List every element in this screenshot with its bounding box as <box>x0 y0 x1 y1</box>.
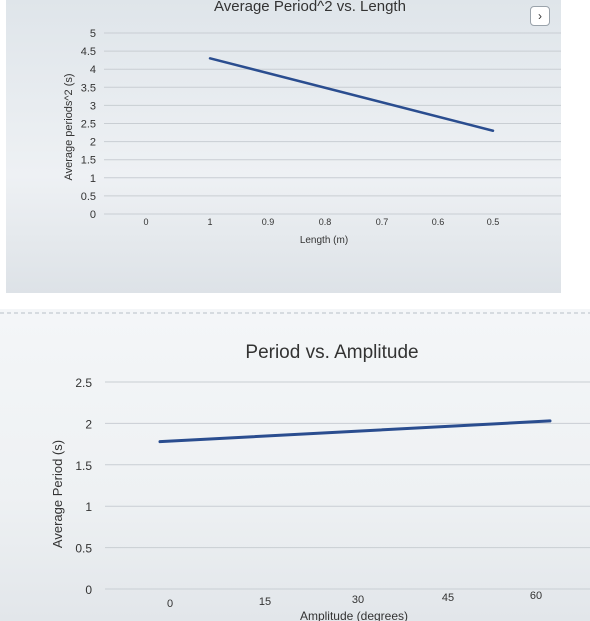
x-tick-label: 30 <box>352 594 364 606</box>
y-tick-label: 5 <box>90 28 96 40</box>
chart-title: Average Period^2 vs. Length <box>214 0 406 15</box>
x-tick-label: 15 <box>259 596 271 608</box>
x-tick-label: 45 <box>442 592 454 604</box>
y-tick-label: 0 <box>85 583 92 597</box>
y-axis-title: Average periods^2 (s) <box>63 73 75 180</box>
x-tick-label: 0.6 <box>432 217 445 227</box>
y-tick-label: 1.5 <box>81 155 96 167</box>
y-tick-label: 4 <box>90 64 96 76</box>
y-axis-title: Average Period (s) <box>50 440 65 548</box>
x-tick-label: 0 <box>143 217 148 227</box>
chart-photo-period-squared: 0 0.5 1 1.5 2 2.5 3 3.5 4 4.5 5 0 1 0.9 0.8 0.7 0.6 0.5 Av… <box>6 0 561 293</box>
y-tick-label: 3.5 <box>81 82 96 94</box>
x-tick-label: 0.7 <box>376 217 389 227</box>
x-axis-title: Amplitude (degrees) <box>300 609 408 621</box>
y-tick-label: 1 <box>85 500 92 514</box>
y-tick-label: 2.5 <box>75 376 92 390</box>
series-line <box>208 57 495 132</box>
y-tick-label: 0 <box>90 209 96 221</box>
x-tick-label: 0.8 <box>319 217 332 227</box>
x-axis-title: Length (m) <box>300 235 348 246</box>
x-tick-label: 0.5 <box>487 217 500 227</box>
chevron-right-icon[interactable]: › <box>530 6 550 26</box>
y-tick-label: 0.5 <box>81 191 96 203</box>
x-tick-label: 1 <box>207 217 212 227</box>
y-tick-label: 2 <box>85 417 92 431</box>
x-tick-label: 0.9 <box>262 217 275 227</box>
series-line <box>158 419 552 444</box>
chart-photo-period-amplitude: 0 0.5 1 1.5 2 2.5 0 15 30 45 60 Period vs. Amplitud… <box>0 309 590 621</box>
y-tick-label: 1 <box>90 173 96 185</box>
y-tick-label: 3 <box>90 100 96 112</box>
y-tick-label: 4.5 <box>81 46 96 58</box>
y-tick-label: 2.5 <box>81 119 96 131</box>
x-tick-label: 0 <box>167 598 173 610</box>
x-tick-label: 60 <box>530 590 542 602</box>
y-tick-label: 1.5 <box>75 459 92 473</box>
chart-title: Period vs. Amplitude <box>245 342 418 363</box>
chart-period-vs-amplitude: 0 0.5 1 1.5 2 2.5 0 15 30 45 60 Period vs. Amplitud… <box>0 312 590 621</box>
y-tick-label: 0.5 <box>75 542 92 556</box>
chart-period-squared-vs-length: 0 0.5 1 1.5 2 2.5 3 3.5 4 4.5 5 0 1 0.9 0.8 0.7 0.6 0.5 Av… <box>63 0 561 246</box>
y-tick-label: 2 <box>90 137 96 149</box>
